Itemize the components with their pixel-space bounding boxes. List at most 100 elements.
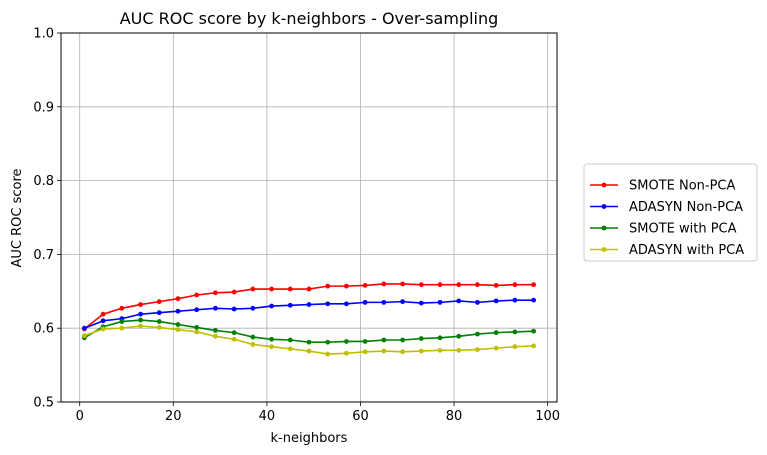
data-point [138,317,143,323]
legend-marker [601,204,607,209]
data-point [531,282,537,288]
data-point [475,331,480,337]
x-axis-label: k-neighbors [271,431,348,446]
data-point [175,308,181,314]
data-point [213,290,218,296]
y-tick-label: 0.9 [33,100,54,115]
legend-label: SMOTE Non-PCA [629,179,736,194]
data-point [512,329,518,335]
data-point [531,297,537,303]
data-point [437,335,443,341]
data-point [418,336,424,341]
data-point [156,325,162,330]
grid-lines [61,32,557,403]
legend-label: ADASYN with PCA [629,243,744,258]
data-point [418,282,424,288]
data-point [269,344,274,350]
data-point [231,330,237,336]
data-point [493,330,499,336]
x-tick-label: 100 [535,409,560,424]
data-point [100,326,106,332]
data-point [287,302,293,308]
data-point [400,337,405,343]
data-point [194,307,200,313]
data-point [287,346,293,352]
data-point [400,299,405,305]
data-point [362,299,368,305]
data-point [531,343,537,349]
data-point [100,318,106,324]
legend-marker [601,182,607,188]
data-point [156,299,162,305]
series-line [83,319,534,344]
data-point [400,349,405,355]
data-point [306,286,312,292]
data-point [437,347,443,353]
data-point [269,286,274,292]
data-point [213,305,218,311]
y-tick-label: 0.7 [33,248,54,263]
legend-item: SMOTE with PCA [590,222,737,237]
data-point [156,310,162,316]
data-point [269,336,274,342]
data-point [306,339,312,345]
data-point [325,301,331,307]
data-point [231,289,237,295]
data-point [81,333,87,338]
data-point [344,301,349,307]
y-tick-label: 1.0 [33,27,54,42]
data-point [475,299,480,305]
legend-item: SMOTE Non-PCA [590,179,736,194]
x-tick-label: 20 [165,409,182,424]
data-point [344,350,349,356]
data-point [493,298,499,304]
data-point [381,299,387,305]
data-point [269,303,274,309]
legend: SMOTE Non-PCA ADASYN Non-PCA SMOTE with PC… [583,163,758,262]
data-point [475,282,480,288]
data-point [456,333,462,339]
data-point [512,297,518,303]
data-point [175,322,181,327]
data-point [119,325,125,331]
legend-marker [601,247,607,252]
plot-frame [60,32,558,403]
data-point [175,296,181,302]
legend-marker [601,225,607,231]
data-point [344,339,349,344]
y-axis-label: AUC ROC score [10,168,25,267]
x-tick-label: 0 [76,409,84,424]
data-point [344,283,349,289]
data-point [512,344,518,350]
data-point [250,334,256,340]
data-point [362,349,368,355]
x-tick-label: 80 [446,409,463,424]
data-point [138,302,143,307]
data-point [100,311,106,317]
data-point [250,305,256,311]
data-point [400,281,405,287]
data-point [475,347,480,353]
data-point [119,305,125,311]
data-point [381,281,387,287]
x-tick-label: 60 [352,409,369,424]
data-point [138,323,143,329]
data-point [362,282,368,288]
data-point [213,333,218,339]
data-point [456,282,462,288]
data-point [119,319,125,324]
y-tick-label: 0.8 [33,174,54,189]
data-point [325,283,331,289]
series-layer [81,281,537,357]
axis-ticks: 0 20 40 60 80 100 0.5 0.6 0.7 0.8 0.9 1.0 [33,27,560,425]
data-point [512,282,518,288]
data-point [138,311,143,317]
data-point [81,325,87,331]
y-tick-label: 0.6 [33,322,54,337]
data-point [362,339,368,344]
data-point [418,348,424,354]
data-point [194,292,200,298]
legend-label: SMOTE with PCA [629,222,737,237]
data-point [306,348,312,354]
data-point [231,306,237,312]
